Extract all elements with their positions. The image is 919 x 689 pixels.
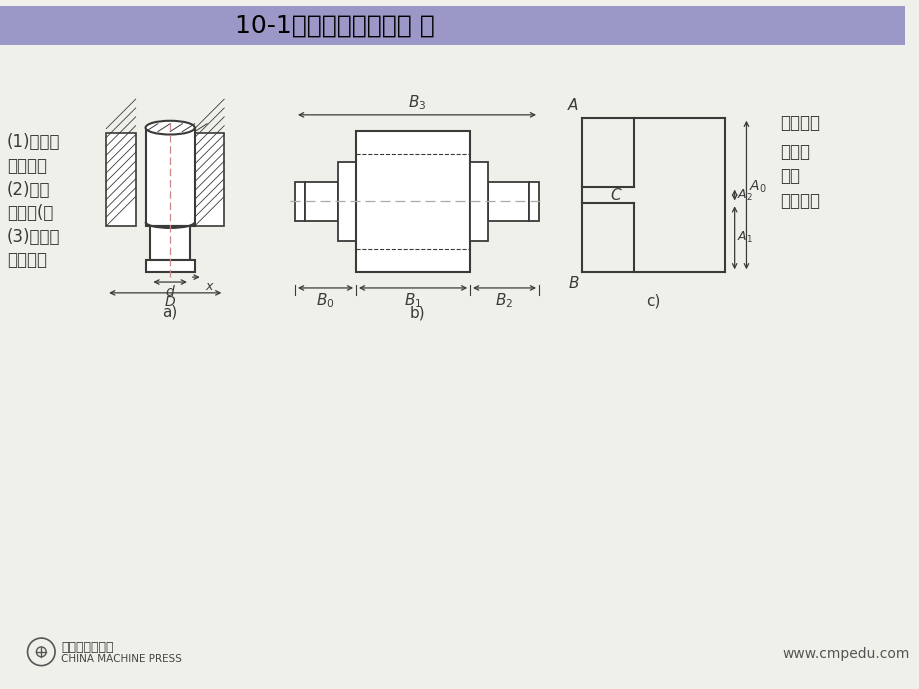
Ellipse shape: [145, 121, 195, 134]
Bar: [106, 132, 136, 226]
Bar: [528, 182, 539, 221]
Text: $A_2$: $A_2$: [736, 187, 752, 203]
Text: (3)封闭环: (3)封闭环: [6, 228, 61, 246]
Text: $d$: $d$: [165, 284, 176, 299]
Text: 这些相互: 这些相互: [779, 114, 819, 132]
Text: $A_0$: $A_0$: [749, 179, 766, 196]
Text: 品的设计: 品的设计: [779, 192, 819, 210]
Text: $D$: $D$: [164, 295, 176, 309]
Text: c): c): [646, 294, 660, 309]
Bar: [470, 162, 487, 240]
Bar: [195, 132, 224, 226]
Text: 环。: 环。: [779, 167, 799, 185]
Text: (2)链环: (2)链环: [6, 181, 51, 198]
Text: 性能要求: 性能要求: [6, 251, 47, 269]
Text: $B_0$: $B_0$: [316, 291, 335, 309]
Bar: [151, 226, 189, 260]
Text: $B_2$: $B_2$: [495, 291, 513, 309]
Text: (1)尺寸鿠: (1)尺寸鿠: [6, 134, 61, 152]
Bar: [304, 182, 338, 221]
Text: 10-1装配尺寸链及解算 ［: 10-1装配尺寸链及解算 ［: [234, 13, 434, 37]
Text: $B$: $B$: [567, 275, 579, 291]
Bar: [338, 162, 356, 240]
Text: 链环分: 链环分: [779, 143, 809, 161]
Text: 联系的尺: 联系的尺: [6, 157, 47, 175]
Text: 为线环(次: 为线环(次: [6, 204, 53, 223]
Text: $A_1$: $A_1$: [736, 230, 752, 245]
Bar: [487, 182, 528, 221]
Text: $B_3$: $B_3$: [407, 93, 425, 112]
Bar: [295, 182, 304, 221]
Text: www.cmpedu.com: www.cmpedu.com: [781, 647, 909, 661]
Text: a): a): [163, 305, 177, 320]
Bar: [356, 131, 470, 272]
Bar: [0, 6, 903, 45]
Text: $x$: $x$: [204, 280, 214, 293]
Text: $B_1$: $B_1$: [403, 291, 422, 309]
Text: 机械工业出版社: 机械工业出版社: [61, 641, 113, 655]
Text: $C$: $C$: [609, 187, 622, 203]
Bar: [145, 127, 195, 226]
Bar: [145, 260, 195, 272]
Text: b): b): [409, 306, 425, 320]
Text: $A$: $A$: [566, 97, 579, 113]
Text: CHINA MACHINE PRESS: CHINA MACHINE PRESS: [61, 654, 182, 664]
